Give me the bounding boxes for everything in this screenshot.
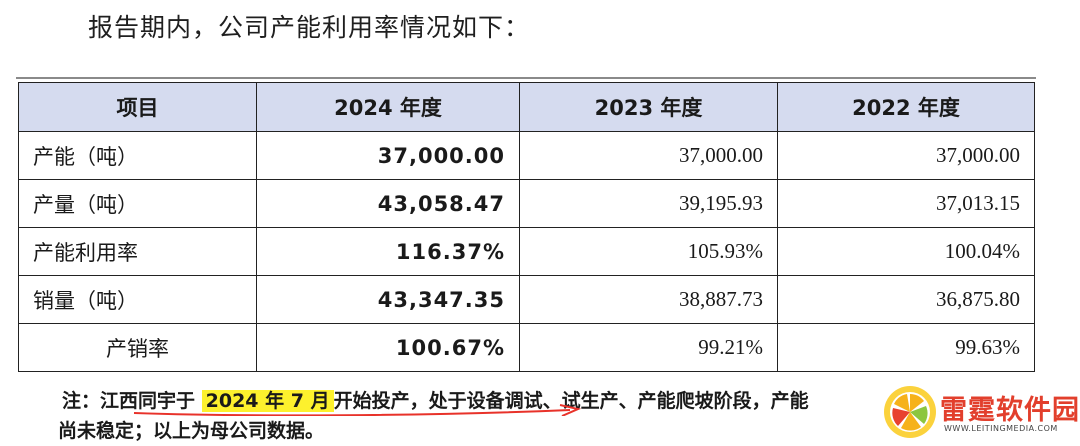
- footnote-prefix: 注：江西同宇于: [62, 390, 202, 412]
- cell-2022: 37,013.15: [777, 179, 1035, 228]
- citrus-logo-icon: [884, 386, 936, 438]
- table-row: 销量（吨） 43,347.35 38,887.73 36,875.80: [18, 275, 1035, 324]
- row-label: 产量（吨）: [18, 179, 257, 228]
- header-2024: 2024 年度: [256, 82, 520, 132]
- cell-2022: 99.63%: [777, 323, 1035, 372]
- top-rule: [16, 77, 1036, 79]
- cell-2023: 105.93%: [519, 227, 778, 276]
- table-row: 产销率 100.67% 99.21% 99.63%: [18, 323, 1035, 372]
- cell-2024: 37,000.00: [256, 131, 520, 180]
- table-row: 产能利用率 116.37% 105.93% 100.04%: [18, 227, 1035, 276]
- cell-2022: 36,875.80: [777, 275, 1035, 324]
- cell-2022: 100.04%: [777, 227, 1035, 276]
- footnote-highlight: 2024 年 7 月: [201, 390, 334, 412]
- cell-2024: 43,058.47: [256, 179, 520, 228]
- header-item: 项目: [18, 82, 257, 132]
- intro-text: 报告期内，公司产能利用率情况如下：: [88, 13, 531, 42]
- table-row: 产量（吨） 43,058.47 39,195.93 37,013.15: [18, 179, 1035, 228]
- cell-2023: 99.21%: [519, 323, 778, 372]
- table-header-row: 项目 2024 年度 2023 年度 2022 年度: [18, 82, 1035, 132]
- cell-2024: 116.37%: [256, 227, 520, 276]
- row-label: 销量（吨）: [18, 275, 257, 324]
- capacity-table: 项目 2024 年度 2023 年度 2022 年度 产能（吨） 37,000.…: [18, 82, 1035, 372]
- header-2022: 2022 年度: [777, 82, 1035, 132]
- cell-2024: 100.67%: [256, 323, 520, 372]
- cell-2023: 38,887.73: [519, 275, 778, 324]
- header-2023: 2023 年度: [519, 82, 778, 132]
- footnote: 注：江西同宇于 2024 年 7 月开始投产，处于设备调试、试生产、产能爬坡阶段…: [58, 386, 1042, 446]
- row-label: 产销率: [18, 323, 257, 372]
- watermark-url: WWW.LEITINGMEDIA.COM: [944, 424, 1058, 433]
- footnote-suffix: 开始投产，处于设备调试、试生产、产能爬坡阶段，产能: [333, 390, 809, 412]
- cell-2023: 39,195.93: [519, 179, 778, 228]
- cell-2023: 37,000.00: [519, 131, 778, 180]
- row-label: 产能（吨）: [18, 131, 257, 180]
- cell-2024: 43,347.35: [256, 275, 520, 324]
- watermark-name: 雷霆软件园: [940, 395, 1080, 426]
- row-label: 产能利用率: [18, 227, 257, 276]
- footnote-line2: 尚未稳定；以上为母公司数据。: [58, 420, 325, 442]
- cell-2022: 37,000.00: [777, 131, 1035, 180]
- table-row: 产能（吨） 37,000.00 37,000.00 37,000.00: [18, 131, 1035, 180]
